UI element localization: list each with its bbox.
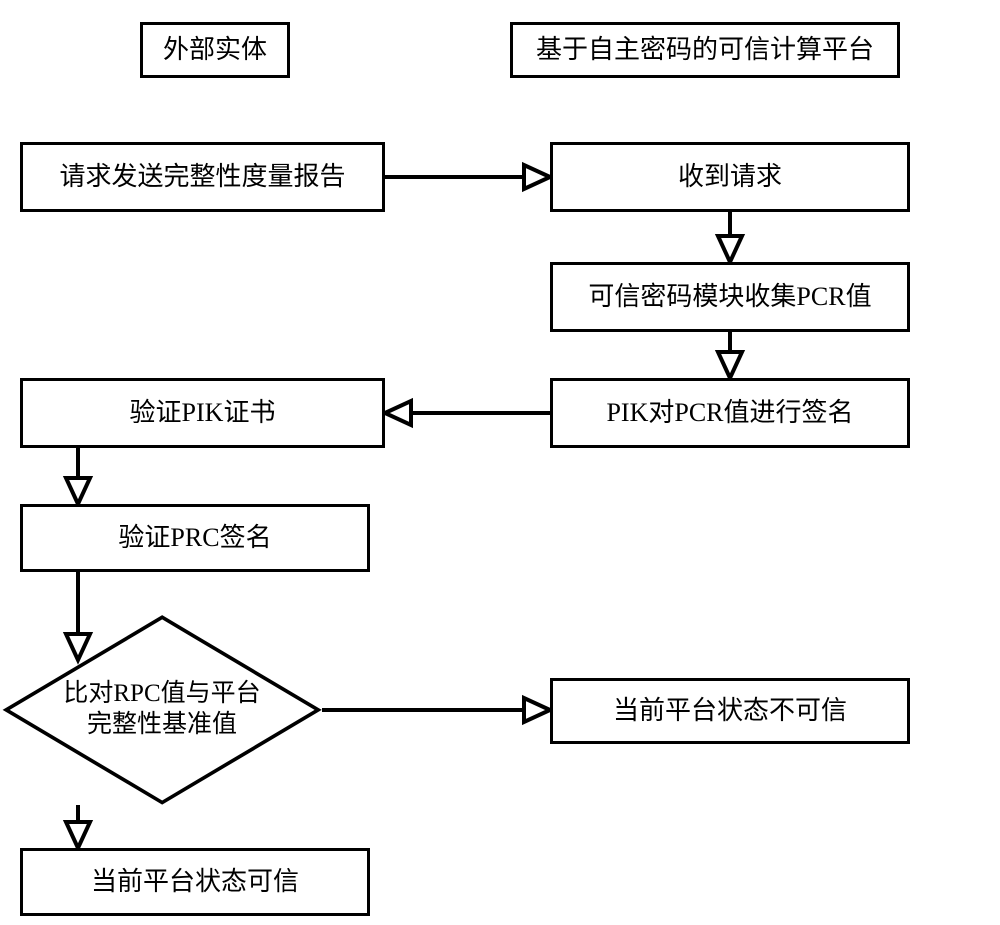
header-left: 外部实体 (140, 22, 290, 78)
node-verify-pik-cert: 验证PIK证书 (20, 378, 385, 448)
node-collect-pcr: 可信密码模块收集PCR值 (550, 262, 910, 332)
node-verify-prc-sign: 验证PRC签名 (20, 504, 370, 572)
header-right: 基于自主密码的可信计算平台 (510, 22, 900, 78)
node-compare-rpc-diamond: 比对RPC值与平台 完整性基准值 (2, 615, 322, 805)
node-platform-untrusted: 当前平台状态不可信 (550, 678, 910, 744)
flowchart-canvas: 外部实体 基于自主密码的可信计算平台 请求发送完整性度量报告 收到请求 可信密码… (0, 0, 1000, 925)
node-platform-trusted: 当前平台状态可信 (20, 848, 370, 916)
node-pik-sign-pcr: PIK对PCR值进行签名 (550, 378, 910, 448)
node-request-send-report: 请求发送完整性度量报告 (20, 142, 385, 212)
node-receive-request: 收到请求 (550, 142, 910, 212)
